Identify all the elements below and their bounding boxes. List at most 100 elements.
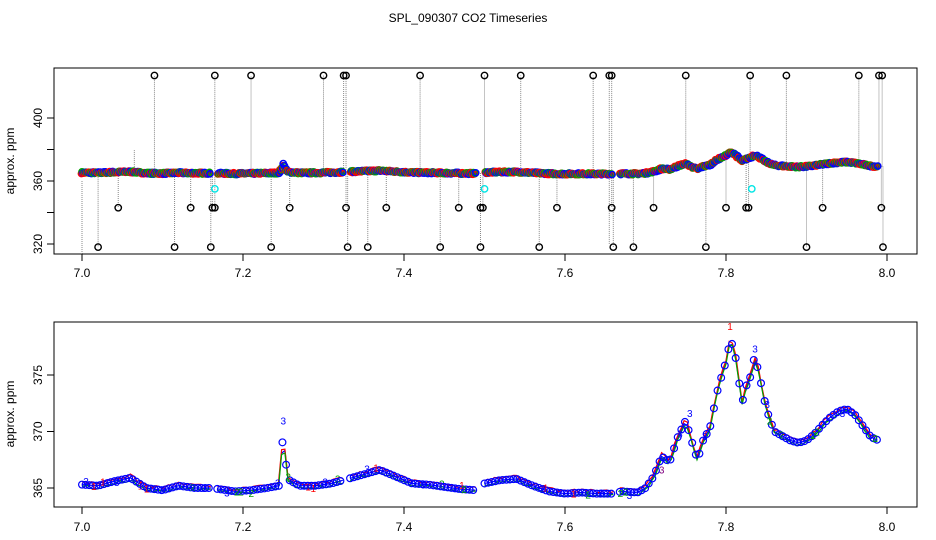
bottom-circle-point [684, 426, 693, 435]
bottom-circle-point [157, 486, 166, 495]
outlier-point [339, 71, 348, 80]
y-tick-label: 320 [31, 234, 45, 254]
bottom-circle-point [764, 410, 773, 419]
bottom-circle-point [465, 485, 474, 494]
outlier-point [879, 243, 887, 252]
bottom-circle-point [382, 468, 391, 477]
point-digit-label: 3 [599, 489, 605, 500]
bottom-circle-point [538, 485, 547, 494]
outlier-point [516, 71, 525, 80]
point-digit-label: 2 [238, 488, 244, 499]
outlier-point [150, 71, 159, 80]
bottom-circle-point [749, 355, 758, 364]
outlier-point [319, 71, 328, 80]
point-digit-label: 2 [461, 485, 467, 496]
bottom-circle-point [680, 417, 689, 426]
cyan-point [210, 184, 219, 193]
bottom-circle-point [706, 422, 715, 431]
bottom-series-lines [81, 340, 878, 498]
x-tick-label: 7.6 [557, 520, 574, 534]
bottom-circle-point [385, 470, 394, 479]
outlier-point [267, 243, 276, 252]
point-digit-label: 3 [702, 432, 708, 443]
point-digit-label: 3 [114, 478, 120, 489]
bottom-circle-point [260, 484, 269, 493]
point-digit-label: 1 [310, 484, 316, 495]
outlier-point [342, 203, 350, 212]
bottom-circle-point [603, 489, 612, 498]
series-line [619, 344, 878, 497]
point-digit-label: 2 [767, 417, 773, 428]
bottom-circle-point [542, 486, 551, 495]
point-digit-label: 2 [249, 489, 255, 500]
outlier-point [875, 71, 883, 80]
peak-digit-label: 1 [727, 322, 733, 333]
outlier-point [206, 243, 215, 252]
bottom-circle-point [469, 486, 478, 495]
bottom-circle-point [709, 404, 718, 413]
outlier-point [476, 203, 485, 212]
point-digit-label: 3 [764, 400, 770, 411]
x-tick-label: 7.6 [557, 266, 574, 280]
y-tick-label: 365 [31, 478, 45, 498]
outlier-point [629, 243, 638, 252]
bottom-circle-point [509, 475, 518, 484]
outlier-point [208, 203, 217, 212]
point-digit-label: 1 [459, 481, 465, 492]
outlier-point [649, 203, 658, 212]
point-digit-label: 2 [234, 488, 240, 499]
bottom-circle-point [833, 408, 842, 417]
bottom-circle-point [662, 456, 671, 465]
bottom-circle-point [728, 339, 737, 348]
point-digit-label: 3 [840, 409, 846, 420]
peak-digit-label: 3 [687, 409, 693, 420]
outlier-point [878, 71, 887, 80]
x-tick-label: 7.8 [718, 520, 735, 534]
point-digit-label: 2 [814, 427, 820, 438]
point-digit-label: 1 [91, 482, 97, 493]
outlier-point [681, 71, 690, 80]
bottom-circle-point [164, 484, 173, 493]
point-digit-label: 1 [571, 490, 577, 501]
point-digit-label: 2 [618, 489, 624, 500]
outlier-point [363, 243, 372, 252]
figure-title: SPL_090307 CO2 Timeseries [389, 11, 548, 25]
outlier-point [722, 203, 730, 212]
bottom-circle-point [607, 489, 616, 498]
peak-digit-label: 3 [752, 344, 758, 355]
x-tick-label: 7.2 [235, 520, 252, 534]
bottom-circle-point [329, 479, 338, 488]
bottom-circle-point [106, 478, 115, 487]
bottom-circle-point [742, 381, 751, 390]
bottom-circle-point [378, 467, 387, 476]
outlier-point [436, 243, 445, 252]
point-digit-label: 3 [452, 484, 458, 495]
bottom-circle-point [688, 438, 697, 447]
outlier-point [818, 203, 827, 212]
outlier-point [480, 71, 489, 80]
bottom-circle-point [872, 435, 881, 444]
bottom-circle-point [796, 438, 805, 447]
bottom-circle-point [699, 436, 708, 445]
outlier-point [382, 203, 391, 212]
bottom-y-axis: 365 370 375 [31, 365, 55, 498]
outlier-point [285, 203, 294, 212]
bottom-circle-point [282, 460, 291, 469]
outlier-point [782, 71, 791, 80]
top-x-axis: 7.0 7.2 7.4 7.6 7.8 8.0 [74, 253, 896, 280]
bottom-circle-point [336, 476, 345, 485]
top-y-axis-label: approx. ppm [3, 128, 17, 195]
bottom-circle-point [332, 478, 341, 487]
bottom-circle-point [484, 478, 493, 487]
outlier-point [877, 203, 886, 212]
point-digit-label: 2 [190, 483, 196, 494]
outlier-point [607, 71, 616, 80]
x-tick-label: 7.0 [74, 520, 91, 534]
bottom-circle-point [367, 468, 376, 477]
peak-digit-label: 3 [659, 465, 665, 476]
bottom-circle-point [840, 405, 849, 414]
outlier-point [454, 203, 463, 212]
point-digit-label: 1 [100, 478, 106, 489]
bottom-circle-point [520, 478, 529, 487]
